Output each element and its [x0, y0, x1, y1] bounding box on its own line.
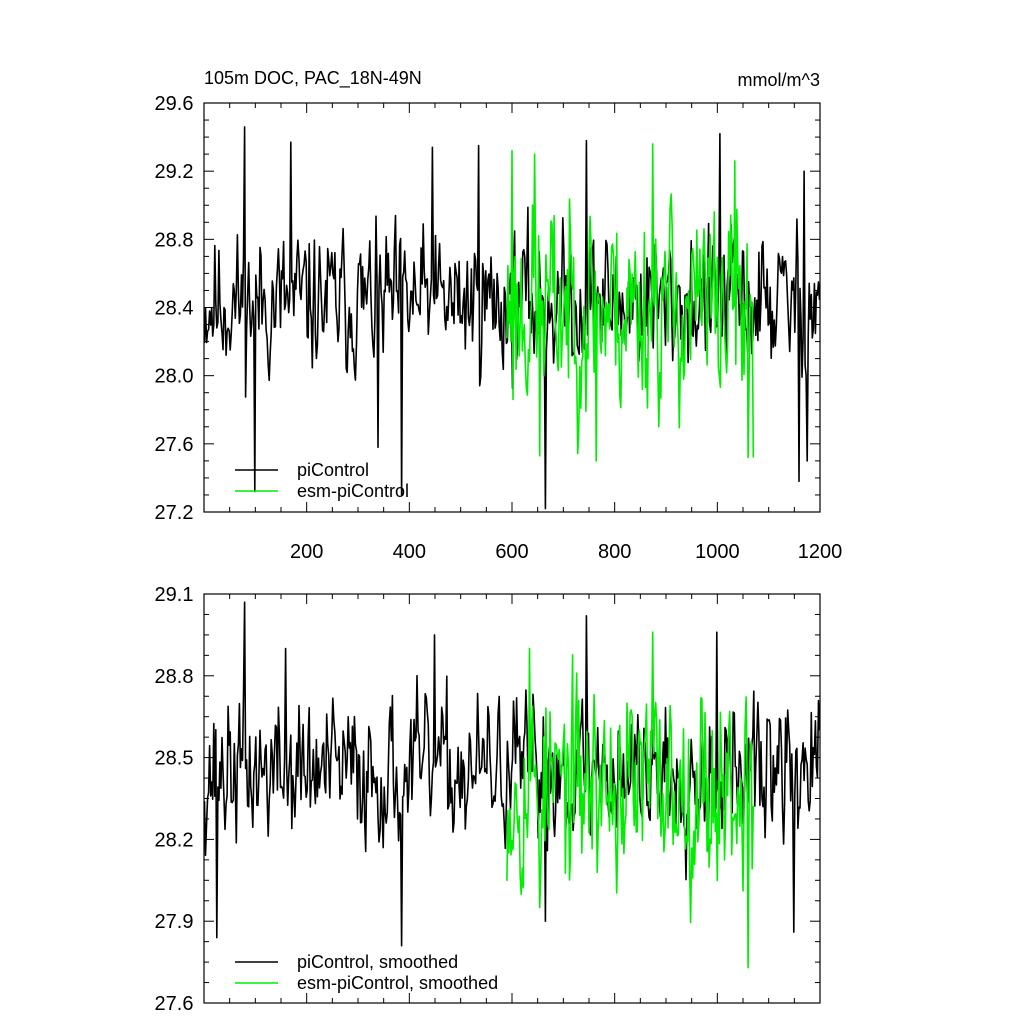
x-tick-label: 200: [290, 541, 323, 563]
y-tick-label: 27.2: [155, 502, 194, 524]
y-tick-label: 28.8: [155, 229, 194, 251]
y-tick-label: 28.5: [155, 748, 194, 770]
y-tick-label: 28.4: [155, 298, 194, 320]
legend-label: piControl: [297, 460, 369, 480]
series-line-esm-picontrol: [506, 143, 755, 462]
y-tick-label: 28.0: [155, 366, 194, 388]
series-line-picontrol: [203, 601, 821, 947]
y-tick-label: 29.1: [155, 584, 194, 606]
y-tick-label: 28.8: [155, 666, 194, 688]
top-panel: 105m DOC, PAC_18N-49N mmol/m^3 200 400 600…: [155, 68, 843, 563]
x-tick-label: 800: [598, 541, 631, 563]
y-tick-label: 29.2: [155, 161, 194, 183]
units-label: mmol/m^3: [738, 70, 820, 90]
x-tick-label: 400: [393, 541, 426, 563]
series-line-esm-picontrol: [506, 631, 755, 969]
plot-frame: [203, 593, 821, 1004]
x-tick-label: 1000: [695, 541, 740, 563]
x-tick-label: 1200: [798, 541, 843, 563]
y-tick-label: 28.2: [155, 829, 194, 851]
legend-label: esm-piControl, smoothed: [297, 973, 498, 993]
chart-title: 105m DOC, PAC_18N-49N: [204, 68, 422, 89]
legend-label: piControl, smoothed: [297, 952, 458, 972]
y-tick-label: 27.6: [155, 434, 194, 456]
x-tick-label: 600: [495, 541, 528, 563]
y-tick-label: 27.9: [155, 911, 194, 933]
y-tick-label: 29.6: [155, 93, 194, 115]
legend-label: esm-piControl: [297, 481, 409, 501]
y-tick-label: 27.6: [155, 993, 194, 1015]
bottom-panel: 27.6 27.9 28.2 28.5 28.8 29.1 piControl, smoot…: [155, 584, 821, 1015]
